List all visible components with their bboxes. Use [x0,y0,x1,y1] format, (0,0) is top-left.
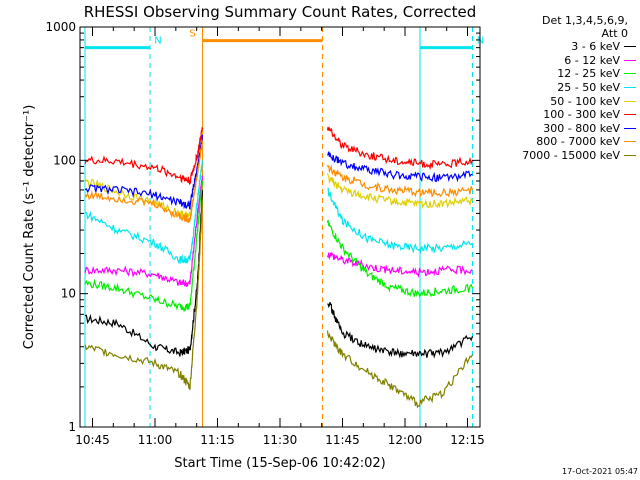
legend-entry: 6 - 12 keV [470,54,636,68]
series-6-12-kev-part-2 [326,251,473,278]
series-25-50-kev-part-1 [84,159,203,265]
series-300-800-kev-part-1 [84,134,204,210]
series-100-300-kev-part-2 [326,126,474,171]
legend-label: 50 - 100 keV [550,94,620,108]
series-12-25-kev-part-1 [84,180,204,313]
x-tick-label-12:15: 12:15 [450,433,485,447]
series-25-50-kev-part-2 [327,187,473,254]
legend-swatch [624,141,636,143]
legend-entry: 800 - 7000 keV [470,135,636,149]
series-800-7000-kev-part-2 [326,164,474,198]
series-800-7000-kev-part-1 [84,140,204,223]
y-tick-label-100: 100 [53,153,76,167]
legend-header-line-1: Det 1,3,4,5,6,9, [541,14,628,27]
legend-label: 6 - 12 keV [564,53,620,67]
chart-title: RHESSI Observing Summary Count Rates, Co… [84,3,477,21]
series-50-100-kev-part-2 [326,173,473,210]
legend-label: 25 - 50 keV [557,81,620,95]
legend-entry: 25 - 50 keV [470,81,636,95]
x-tick-label-12:00: 12:00 [388,433,423,447]
legend-swatch [624,100,636,102]
legend-swatch [624,127,636,129]
y-tick-label-10: 10 [61,287,76,301]
legend-header-line-2: Att 0 [601,27,628,40]
legend-swatch [624,114,636,116]
legend-entry: 300 - 800 keV [470,122,636,136]
legend-entry: 3 - 6 keV [470,40,636,54]
x-axis-label: Start Time (15-Sep-06 10:42:02) [174,456,385,471]
series-7000-15000-kev-part-1 [84,200,204,390]
y-tick-label-1: 1 [68,420,76,434]
legend-label: 800 - 7000 keV [536,135,620,149]
legend-label: 3 - 6 keV [571,40,620,54]
legend-swatch [624,87,636,89]
series-300-800-kev-part-2 [326,151,473,183]
legend: Det 1,3,4,5,6,9, Att 0 3 - 6 keV 6 - 12 k… [470,14,636,162]
legend-entry: 100 - 300 keV [470,108,636,122]
x-tick-label-11:30: 11:30 [263,433,298,447]
series-100-300-kev-part-1 [84,127,204,185]
series-7000-15000-kev-part-2 [326,330,474,409]
legend-swatch [624,155,636,157]
series-3-6-kev-part-2 [327,302,474,359]
legend-label: 12 - 25 keV [557,67,620,81]
legend-entry: 12 - 25 keV [470,67,636,81]
flag-label-2: S [189,29,195,40]
legend-label: 100 - 300 keV [543,108,620,122]
generated-timestamp: 17-Oct-2021 05:47 [562,467,638,476]
y-tick-label-1000: 1000 [45,20,76,34]
x-tick-label-11:45: 11:45 [325,433,360,447]
x-tick-label-11:00: 11:00 [138,433,173,447]
x-tick-label-10:45: 10:45 [75,433,110,447]
legend-swatch [624,73,636,75]
legend-swatch [624,59,636,61]
legend-entry: 50 - 100 keV [470,94,636,108]
legend-label: 300 - 800 keV [543,121,620,135]
series-12-25-kev-part-2 [326,219,474,298]
x-tick-label-11:15: 11:15 [200,433,235,447]
legend-label: 7000 - 15000 keV [522,149,620,163]
legend-entry: 7000 - 15000 keV [470,149,636,163]
series-6-12-kev-part-1 [84,175,204,288]
flag-label-0: N [154,36,161,47]
legend-swatch [624,46,636,48]
y-axis-label: Corrected Count Rate (s⁻¹ detector⁻¹) [22,105,37,350]
